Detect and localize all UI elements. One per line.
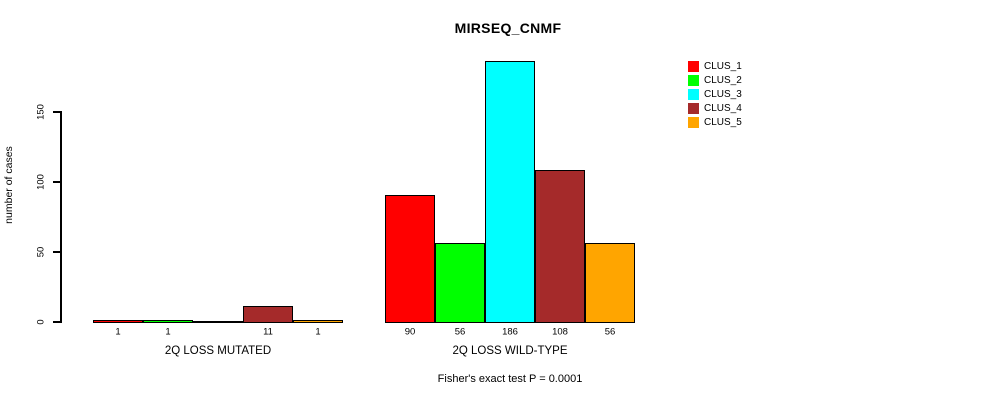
x-group-label-mutated: 2Q LOSS MUTATED <box>164 345 272 357</box>
bar-value-label: 108 <box>552 326 568 338</box>
legend-item: CLUS_3 <box>688 87 742 101</box>
bar-value-label: 1 <box>165 326 171 338</box>
y-axis-label: number of cases <box>3 146 15 224</box>
legend-item: CLUS_5 <box>688 115 742 129</box>
legend-label: CLUS_2 <box>704 74 742 86</box>
legend-swatch-clus_3 <box>688 88 699 100</box>
fisher-test-footnote: Fisher's exact test P = 0.0001 <box>437 373 583 385</box>
bar-clus_5-group0 <box>293 319 343 323</box>
legend-swatch-clus_1 <box>688 60 699 72</box>
legend-swatch-clus_2 <box>688 74 699 86</box>
bar-value-label: 11 <box>263 326 273 338</box>
bar-clus_1-group0 <box>93 319 143 323</box>
bar-clus_2-group1 <box>435 242 485 323</box>
y-tick <box>53 181 60 183</box>
bar-value-label: 56 <box>454 326 466 338</box>
bar-clus_5-group1 <box>585 242 635 323</box>
y-tick-label: 150 <box>35 104 47 120</box>
legend-item: CLUS_2 <box>688 73 742 87</box>
bar-clus_4-group0 <box>243 305 293 323</box>
bar-value-label: 56 <box>604 326 616 338</box>
legend-label: CLUS_1 <box>704 60 742 72</box>
legend-item: CLUS_1 <box>688 59 742 73</box>
bar-value-label: 90 <box>404 326 416 338</box>
legend-swatch-clus_5 <box>688 116 699 128</box>
y-tick <box>53 111 60 113</box>
bar-clus_4-group1 <box>535 169 585 323</box>
legend-label: CLUS_3 <box>704 88 742 100</box>
y-tick-label: 0 <box>35 319 47 325</box>
bar-value-label: 1 <box>315 326 321 338</box>
legend-item: CLUS_4 <box>688 101 742 115</box>
bar-clus_1-group1 <box>385 195 435 323</box>
bar-value-label: 186 <box>502 326 518 338</box>
y-tick <box>53 251 60 253</box>
legend-label: CLUS_4 <box>704 102 742 114</box>
legend-label: CLUS_5 <box>704 116 742 128</box>
bar-clus_2-group0 <box>143 319 193 323</box>
bar-value-label: 1 <box>115 326 121 338</box>
y-tick-label: 50 <box>35 246 47 258</box>
bar-clus_3-group1 <box>485 60 535 323</box>
y-tick-label: 100 <box>35 174 47 190</box>
chart-title: MIRSEQ_CNMF <box>454 20 562 36</box>
legend-swatch-clus_4 <box>688 102 699 114</box>
legend: CLUS_1 CLUS_2 CLUS_3 CLUS_4 CLUS_5 <box>688 59 742 129</box>
x-group-label-wild-type: 2Q LOSS WILD-TYPE <box>452 345 568 357</box>
y-tick <box>53 321 60 323</box>
bar-clus_3-group0 <box>193 321 243 323</box>
y-axis-line <box>60 111 62 323</box>
